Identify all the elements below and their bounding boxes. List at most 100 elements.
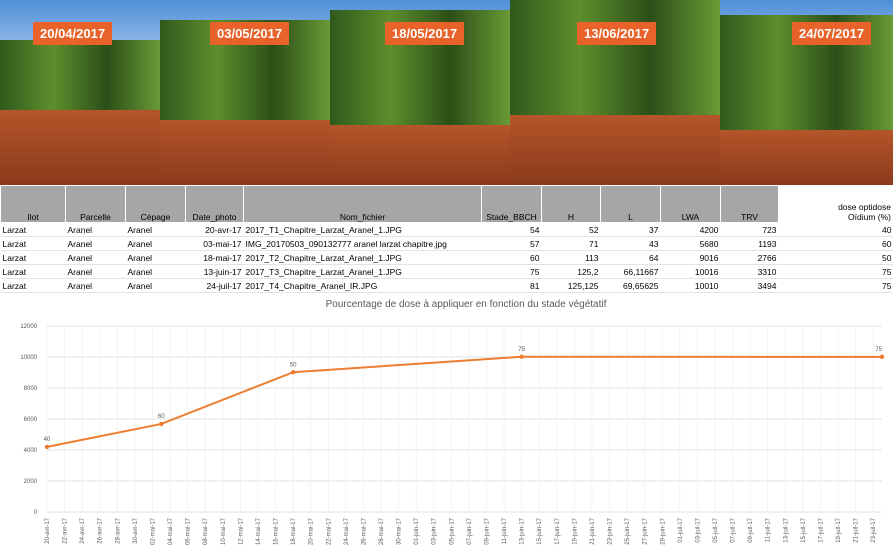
table-cell: 10010 (661, 279, 721, 293)
point (519, 355, 523, 359)
x-tick-label: 01-juil-17 (678, 517, 684, 542)
x-tick-label: 20-avr-17 (45, 517, 51, 543)
x-tick-label: 21-juil-17 (854, 517, 860, 542)
y-tick-label: 2000 (24, 479, 38, 485)
table-cell: 75 (482, 265, 542, 279)
table-cell: IMG_20170503_090132777 aranel larzat cha… (244, 237, 482, 251)
table-cell (779, 223, 836, 237)
photo-strip: 20/04/2017 03/05/2017 18/05/2017 13/06/2… (0, 0, 893, 185)
chart: Pourcentage de dose à appliquer en fonct… (0, 295, 893, 554)
photo: 03/05/2017 (160, 0, 330, 185)
table-cell: 52 (542, 223, 601, 237)
header-cell: Parcelle (66, 186, 126, 223)
y-tick-label: 12000 (20, 324, 37, 330)
table-cell: Larzat (1, 237, 66, 251)
x-tick-label: 05-juin-17 (449, 517, 455, 544)
point (45, 445, 49, 449)
photo: 24/07/2017 (720, 0, 893, 185)
x-tick-label: 12-mai-17 (238, 517, 244, 545)
table-cell: 75 (836, 265, 893, 279)
table-cell: Aranel (66, 251, 126, 265)
chart-title: Pourcentage de dose à appliquer en fonct… (326, 299, 607, 310)
table-cell: 54 (482, 223, 542, 237)
point-label: 60 (158, 414, 165, 420)
photo-date: 03/05/2017 (210, 22, 289, 45)
table-cell: 723 (721, 223, 779, 237)
x-tick-label: 22-avr-17 (63, 517, 69, 543)
y-tick-label: 10000 (20, 355, 37, 361)
header-cell: Ilot (1, 186, 66, 223)
x-tick-label: 10-mai-17 (221, 517, 227, 545)
header-cell: Date_photo (186, 186, 244, 223)
header-cell: Cépage (126, 186, 186, 223)
table-cell: 9016 (661, 251, 721, 265)
x-tick-label: 11-juil-17 (766, 517, 772, 542)
x-tick-label: 03-juin-17 (432, 517, 438, 544)
table-cell: 50 (836, 251, 893, 265)
table-cell: Aranel (126, 265, 186, 279)
table-cell: 4200 (661, 223, 721, 237)
table-cell: Aranel (66, 223, 126, 237)
table-cell: 125,125 (542, 279, 601, 293)
x-tick-label: 28-avr-17 (115, 517, 121, 543)
x-tick-label: 26-mai-17 (361, 517, 367, 545)
x-tick-label: 08-mai-17 (203, 517, 209, 545)
header-cell: L (601, 186, 661, 223)
table-cell: 57 (482, 237, 542, 251)
table-cell: Aranel (126, 237, 186, 251)
photo-date: 18/05/2017 (385, 22, 464, 45)
photo-date: 24/07/2017 (792, 22, 871, 45)
x-tick-label: 09-juin-17 (484, 517, 490, 544)
table-cell: 10016 (661, 265, 721, 279)
table-cell: Aranel (126, 251, 186, 265)
x-tick-label: 02-mai-17 (150, 517, 156, 545)
table-cell: 20-avr-17 (186, 223, 244, 237)
table-cell: 113 (542, 251, 601, 265)
x-tick-label: 30-mai-17 (397, 517, 403, 545)
table-cell: Aranel (126, 223, 186, 237)
page: {"photos": ["20/04/2017", "03/05/2017", … (0, 0, 893, 554)
line (47, 357, 882, 447)
x-tick-label: 24-avr-17 (80, 517, 86, 543)
header-cell: dose optidose Oïdium (%) (836, 186, 893, 223)
table-cell: 2017_T4_Chapitre_Aranel_IR.JPG (244, 279, 482, 293)
table-cell: 43 (601, 237, 661, 251)
photo: 18/05/2017 (330, 0, 510, 185)
x-tick-label: 22-mai-17 (326, 517, 332, 545)
point (880, 355, 884, 359)
x-tick-label: 11-juin-17 (502, 517, 508, 544)
x-tick-label: 01-juin-17 (414, 517, 420, 544)
header-cell: Nom_fichier (244, 186, 482, 223)
x-tick-label: 20-mai-17 (309, 517, 315, 545)
table-cell: 18-mai-17 (186, 251, 244, 265)
table-cell: Larzat (1, 251, 66, 265)
x-tick-label: 07-juin-17 (467, 517, 473, 544)
point-label: 50 (290, 362, 297, 368)
x-tick-label: 26-avr-17 (98, 517, 104, 543)
table-cell: 64 (601, 251, 661, 265)
table-cell: 03-mai-17 (186, 237, 244, 251)
table-cell: 2017_T2_Chapitre_Larzat_Aranel_1.JPG (244, 251, 482, 265)
x-tick-label: 18-mai-17 (291, 517, 297, 545)
header-cell: TRV (721, 186, 779, 223)
table-cell: 125,2 (542, 265, 601, 279)
table-cell: Aranel (126, 279, 186, 293)
table-cell: Aranel (66, 265, 126, 279)
table-cell: 2766 (721, 251, 779, 265)
point-label: 40 (44, 437, 51, 443)
photo: 20/04/2017 (0, 0, 160, 185)
point (291, 370, 295, 374)
table-cell: 40 (836, 223, 893, 237)
table-cell: Larzat (1, 265, 66, 279)
table-cell: 2017_T3_Chapitre_Larzat_Aranel_1.JPG (244, 265, 482, 279)
x-tick-label: 29-juin-17 (660, 517, 666, 544)
x-tick-label: 21-juin-17 (590, 517, 596, 544)
table-cell: Larzat (1, 223, 66, 237)
photo: 13/06/2017 (510, 0, 720, 185)
table-cell: 2017_T1_Chapitre_Larzat_Aranel_1.JPG (244, 223, 482, 237)
